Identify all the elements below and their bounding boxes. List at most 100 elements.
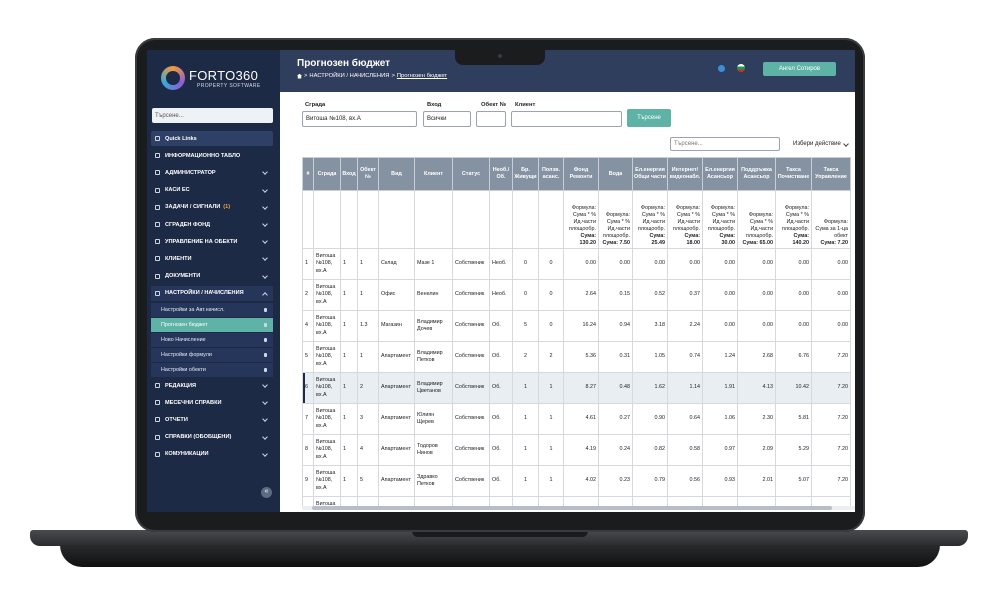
formula-row: Формула: Сума * % Ид.части площообр. Сума… (302, 190, 851, 249)
submenu-item[interactable]: Настройки за Авт.начисл. (151, 303, 273, 317)
column-header[interactable]: Такса Управление (811, 157, 851, 191)
menu-item[interactable]: КОМУНИКАЦИИ (151, 447, 273, 462)
column-header[interactable]: Вода (598, 157, 633, 191)
table-search[interactable]: Търсене... (670, 137, 780, 151)
column-header[interactable]: Интернет/ видеонабл. (667, 157, 703, 191)
table-row[interactable]: 7 Витоша №108, вх.А 1 3 Апартамент Юлиян Щере… (302, 403, 851, 435)
table-row[interactable]: Витоша №108, вх.ААся (302, 496, 851, 507)
table-cell: 1.3 (357, 310, 379, 342)
table-cell: 2 (512, 341, 539, 373)
menu-icon (155, 222, 160, 227)
column-header[interactable]: Поддръжка Асансьор (737, 157, 776, 191)
menu-item[interactable]: ЗАДАЧИ / СИГНАЛИ (1) (151, 200, 273, 215)
table-cell: 1 (357, 248, 379, 280)
column-header[interactable]: Необ./ Об. (489, 157, 513, 191)
user-button[interactable]: Ангел Сотиров (763, 62, 836, 76)
column-header[interactable]: Бр. Живущи (512, 157, 539, 191)
table-cell: 4.13 (737, 372, 776, 404)
menu-item[interactable]: Quick Links (151, 131, 273, 146)
submenu-item[interactable]: Ново Начисление (151, 333, 273, 347)
table-row[interactable]: 5 Витоша №108, вх.А 1 1 Апартамент Владимир П… (302, 341, 851, 373)
menu-item[interactable]: УПРАВЛЕНИЕ НА ОБЕКТИ (151, 234, 273, 249)
submenu-item[interactable]: Прогнозен бюджет (151, 318, 273, 332)
menu-item[interactable]: КАСИ ЕС (151, 183, 273, 198)
column-header[interactable]: Вход (340, 157, 358, 191)
notification-icon[interactable] (718, 65, 725, 72)
pin-icon (264, 308, 267, 312)
language-flag[interactable] (737, 64, 745, 72)
table-cell: 8.27 (563, 372, 599, 404)
table-row[interactable]: 4 Витоша №108, вх.А 1 1.3 Магазин Владимир До… (302, 310, 851, 342)
table-cell: 7.20 (811, 372, 851, 404)
formula-cell (512, 190, 539, 249)
column-header[interactable]: Фонд Ремонти (563, 157, 599, 191)
pin-icon (264, 338, 267, 342)
table-cell: 0.00 (563, 248, 599, 280)
menu-item[interactable]: ИНФОРМАЦИОННО ТАБЛО (151, 148, 273, 163)
search-button[interactable]: Търсене (627, 109, 671, 127)
column-header[interactable]: Такса Почистване (775, 157, 812, 191)
formula-cell: Формула: Сума * % Ид.части площообр. Сума… (737, 190, 776, 249)
submenu-label: Ново Начисление (161, 337, 206, 343)
sidebar-search[interactable]: Търсене... (152, 108, 273, 123)
column-header[interactable]: Ползв. асанс. (538, 157, 564, 191)
column-header[interactable]: Вид (378, 157, 415, 191)
column-header[interactable]: Клиент (414, 157, 453, 191)
breadcrumb: > НАСТРОЙКИ / НАЧИСЛЕНИЯ > Прогнозен бюд… (297, 73, 447, 79)
menu-item[interactable]: СГРАДЕН ФОНД (151, 217, 273, 232)
table-cell: 2.09 (737, 434, 776, 466)
menu-item[interactable]: РЕДАКЦИЯ (151, 378, 273, 393)
menu-item[interactable]: НАСТРОЙКИ / НАЧИСЛЕНИЯ (151, 285, 273, 301)
table-row[interactable]: 9 Витоша №108, вх.А 1 5 Апартамент Здравко Пе… (302, 465, 851, 497)
action-dropdown[interactable]: Избери действие (793, 141, 841, 147)
table-cell: 1 (512, 434, 539, 466)
scrollbar-thumb[interactable] (312, 506, 832, 510)
table-cell: 0.37 (667, 279, 703, 311)
column-header[interactable]: Ел.енергия Асансьор (702, 157, 738, 191)
table-cell: 1 (512, 465, 539, 497)
data-table: # Сграда Вход Обект № Вид Клиент Статус Необ./ … (302, 157, 851, 507)
table-row[interactable]: 8 Витоша №108, вх.А 1 4 Апартамент Тодоров Ни… (302, 434, 851, 466)
menu-icon (155, 239, 160, 245)
table-cell: 2.24 (667, 310, 703, 342)
column-header[interactable]: Сграда (313, 157, 341, 191)
entrance-select[interactable]: Всички (423, 111, 471, 127)
table-cell: 1.05 (632, 341, 668, 373)
unit-input[interactable] (476, 111, 506, 127)
column-header[interactable]: Обект № (357, 157, 379, 191)
table-row[interactable]: 1 Витоша №108, вх.А 1 1 Склад Мазе 1 Собствени… (302, 248, 851, 280)
table-cell: 0.00 (632, 248, 668, 280)
menu-item[interactable]: ОТЧЕТИ (151, 412, 273, 427)
menu-icon (155, 204, 160, 210)
menu-item[interactable]: КЛИЕНТИ (151, 251, 273, 266)
menu-icon (155, 153, 160, 159)
table-cell: Витоша №108, вх.А (313, 465, 341, 497)
menu-item[interactable]: МЕСЕЧНИ СПРАВКИ (151, 395, 273, 410)
screen: FORTO360 PROPERTY SOFTWARE Търсене... Qu… (147, 50, 855, 512)
collapse-button[interactable]: « (261, 487, 272, 498)
submenu-item[interactable]: Настройки формули (151, 348, 273, 362)
menu-item[interactable]: АДМИНИСТРАТОР (151, 165, 273, 180)
table-cell: 5 (512, 310, 539, 342)
menu-item[interactable]: ДОКУМЕНТИ (151, 269, 273, 284)
table-cell: Здравко Петков (414, 465, 453, 497)
menu-item[interactable]: СПРАВКИ (ОБОБЩЕНИ) (151, 430, 273, 445)
menu-label: ЗАДАЧИ / СИГНАЛИ (165, 204, 221, 211)
breadcrumb-item[interactable]: Прогнозен бюджет (396, 73, 448, 79)
home-icon[interactable] (297, 73, 302, 79)
formula-cell (538, 190, 564, 249)
breadcrumb-item[interactable]: НАСТРОЙКИ / НАЧИСЛЕНИЯ (309, 73, 390, 79)
client-input[interactable] (511, 111, 622, 127)
table-row[interactable]: 6 Витоша №108, вх.А 1 2 Апартамент Владимир Ц… (302, 372, 851, 404)
table-cell: 0.00 (702, 248, 738, 280)
table-cell: 0.00 (702, 310, 738, 342)
column-header[interactable]: Статус (452, 157, 490, 191)
table-row[interactable]: 2 Витоша №108, вх.А 1 1 Офис Венелин Собствени… (302, 279, 851, 311)
building-select[interactable]: Витоша №108, вх.А (302, 111, 417, 127)
table-cell: 0.52 (632, 279, 668, 311)
column-header[interactable]: # (302, 157, 314, 191)
column-header[interactable]: Ел.енергия Общи части (632, 157, 668, 191)
table-cell: 1.24 (702, 341, 738, 373)
table-cell: 0.27 (598, 403, 633, 435)
submenu-item[interactable]: Настройки обекти (151, 363, 273, 377)
